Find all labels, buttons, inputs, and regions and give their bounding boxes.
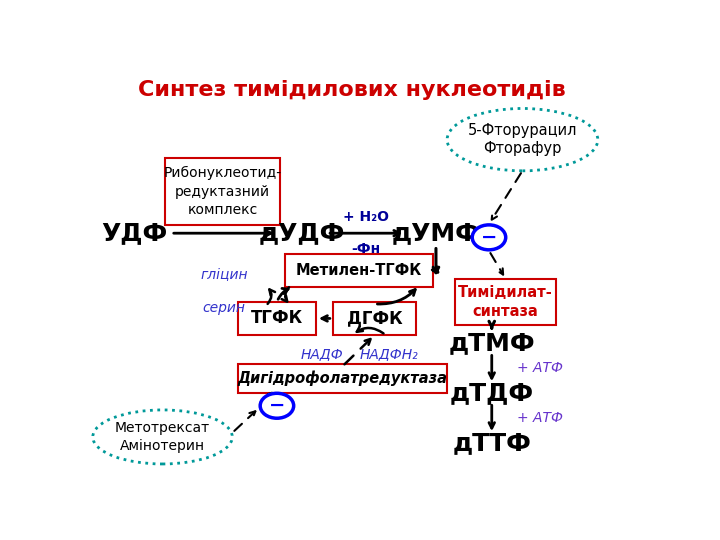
Circle shape	[471, 224, 508, 251]
Text: −: −	[481, 228, 497, 247]
Ellipse shape	[447, 109, 598, 171]
Circle shape	[258, 392, 295, 420]
Text: Метилен-ТГФК: Метилен-ТГФК	[296, 263, 423, 278]
FancyBboxPatch shape	[238, 364, 447, 393]
Circle shape	[260, 393, 294, 418]
Text: + Н₂О: + Н₂О	[343, 211, 390, 225]
Text: -Фн: -Фн	[351, 241, 381, 255]
FancyBboxPatch shape	[285, 254, 433, 287]
FancyBboxPatch shape	[333, 302, 416, 335]
Text: дУМФ: дУМФ	[392, 221, 480, 245]
Text: дТТФ: дТТФ	[452, 431, 531, 455]
Text: ДГФК: ДГФК	[347, 309, 402, 327]
Text: серин: серин	[202, 301, 246, 315]
FancyBboxPatch shape	[238, 302, 316, 335]
FancyBboxPatch shape	[456, 279, 556, 325]
Ellipse shape	[93, 410, 233, 464]
FancyBboxPatch shape	[166, 158, 280, 225]
Text: УДФ: УДФ	[102, 221, 168, 245]
Text: гліцин: гліцин	[200, 268, 248, 282]
Text: −: −	[269, 396, 285, 415]
Text: + АТФ: + АТФ	[517, 411, 563, 425]
Text: 5-Фторурацил
Фторафур: 5-Фторурацил Фторафур	[468, 123, 577, 157]
Text: Дигідрофолатредуктаза: Дигідрофолатредуктаза	[238, 371, 448, 387]
Text: ТГФК: ТГФК	[251, 309, 303, 327]
Text: Тимідилат-
синтаза: Тимідилат- синтаза	[459, 285, 553, 319]
Text: + АТФ: + АТФ	[517, 361, 563, 375]
Text: НАДФ: НАДФ	[300, 347, 343, 361]
Text: Метотрексат
Амінотерин: Метотрексат Амінотерин	[115, 421, 210, 453]
Text: дТМФ: дТМФ	[449, 332, 535, 355]
Text: НАДФН₂: НАДФН₂	[359, 347, 418, 361]
Circle shape	[472, 225, 505, 250]
Text: Синтез тимідилових нуклеотидів: Синтез тимідилових нуклеотидів	[138, 80, 566, 100]
Text: дУДФ: дУДФ	[259, 221, 345, 245]
Text: Рибонуклеотид-
редуктазний
комплекс: Рибонуклеотид- редуктазний комплекс	[163, 166, 282, 217]
Text: дТДФ: дТДФ	[450, 381, 534, 406]
